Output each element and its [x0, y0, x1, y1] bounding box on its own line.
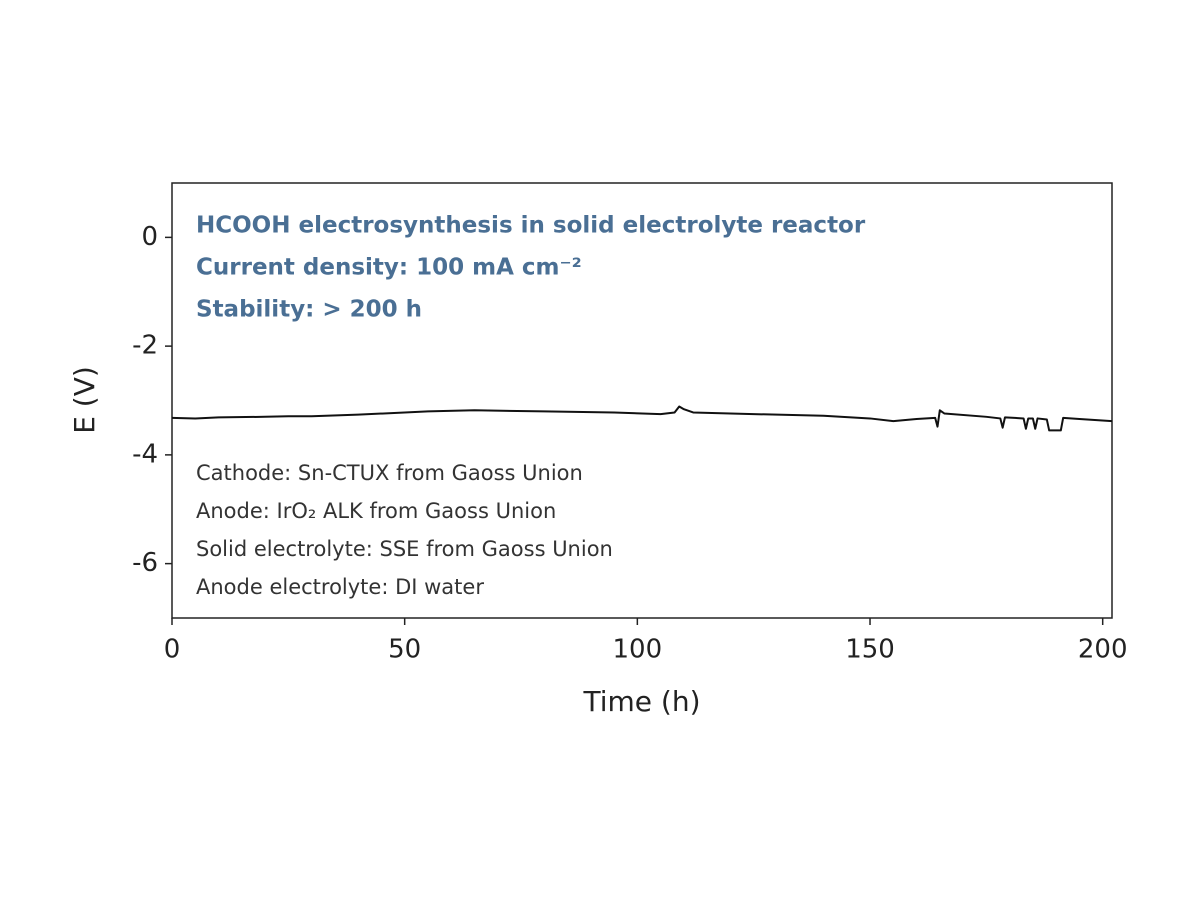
y-tick-label: -4: [132, 439, 158, 469]
y-axis-label: E (V): [68, 366, 101, 434]
annotation-detail: Cathode: Sn-CTUX from Gaoss Union: [196, 461, 583, 485]
x-tick-label: 200: [1078, 635, 1128, 665]
x-axis-label: Time (h): [582, 685, 700, 718]
data-line: [171, 405, 1113, 432]
annotation-title: Current density: 100 mA cm⁻²: [196, 255, 582, 281]
y-tick-label: -2: [132, 331, 158, 361]
annotation-detail: Solid electrolyte: SSE from Gaoss Union: [196, 537, 613, 561]
y-tick-label: 0: [141, 222, 158, 252]
annotation-detail: Anode: IrO₂ ALK from Gaoss Union: [196, 499, 556, 523]
annotation-title: HCOOH electrosynthesis in solid electrol…: [196, 213, 866, 239]
plot-frame: [171, 182, 1113, 619]
x-tick-label: 100: [613, 635, 663, 665]
x-tick-label: 150: [845, 635, 895, 665]
annotation-detail: Anode electrolyte: DI water: [196, 575, 484, 599]
x-tick-label: 50: [388, 635, 421, 665]
x-tick-label: 0: [164, 635, 181, 665]
y-tick-label: -6: [132, 548, 158, 578]
annotation-title: Stability: > 200 h: [196, 297, 422, 323]
